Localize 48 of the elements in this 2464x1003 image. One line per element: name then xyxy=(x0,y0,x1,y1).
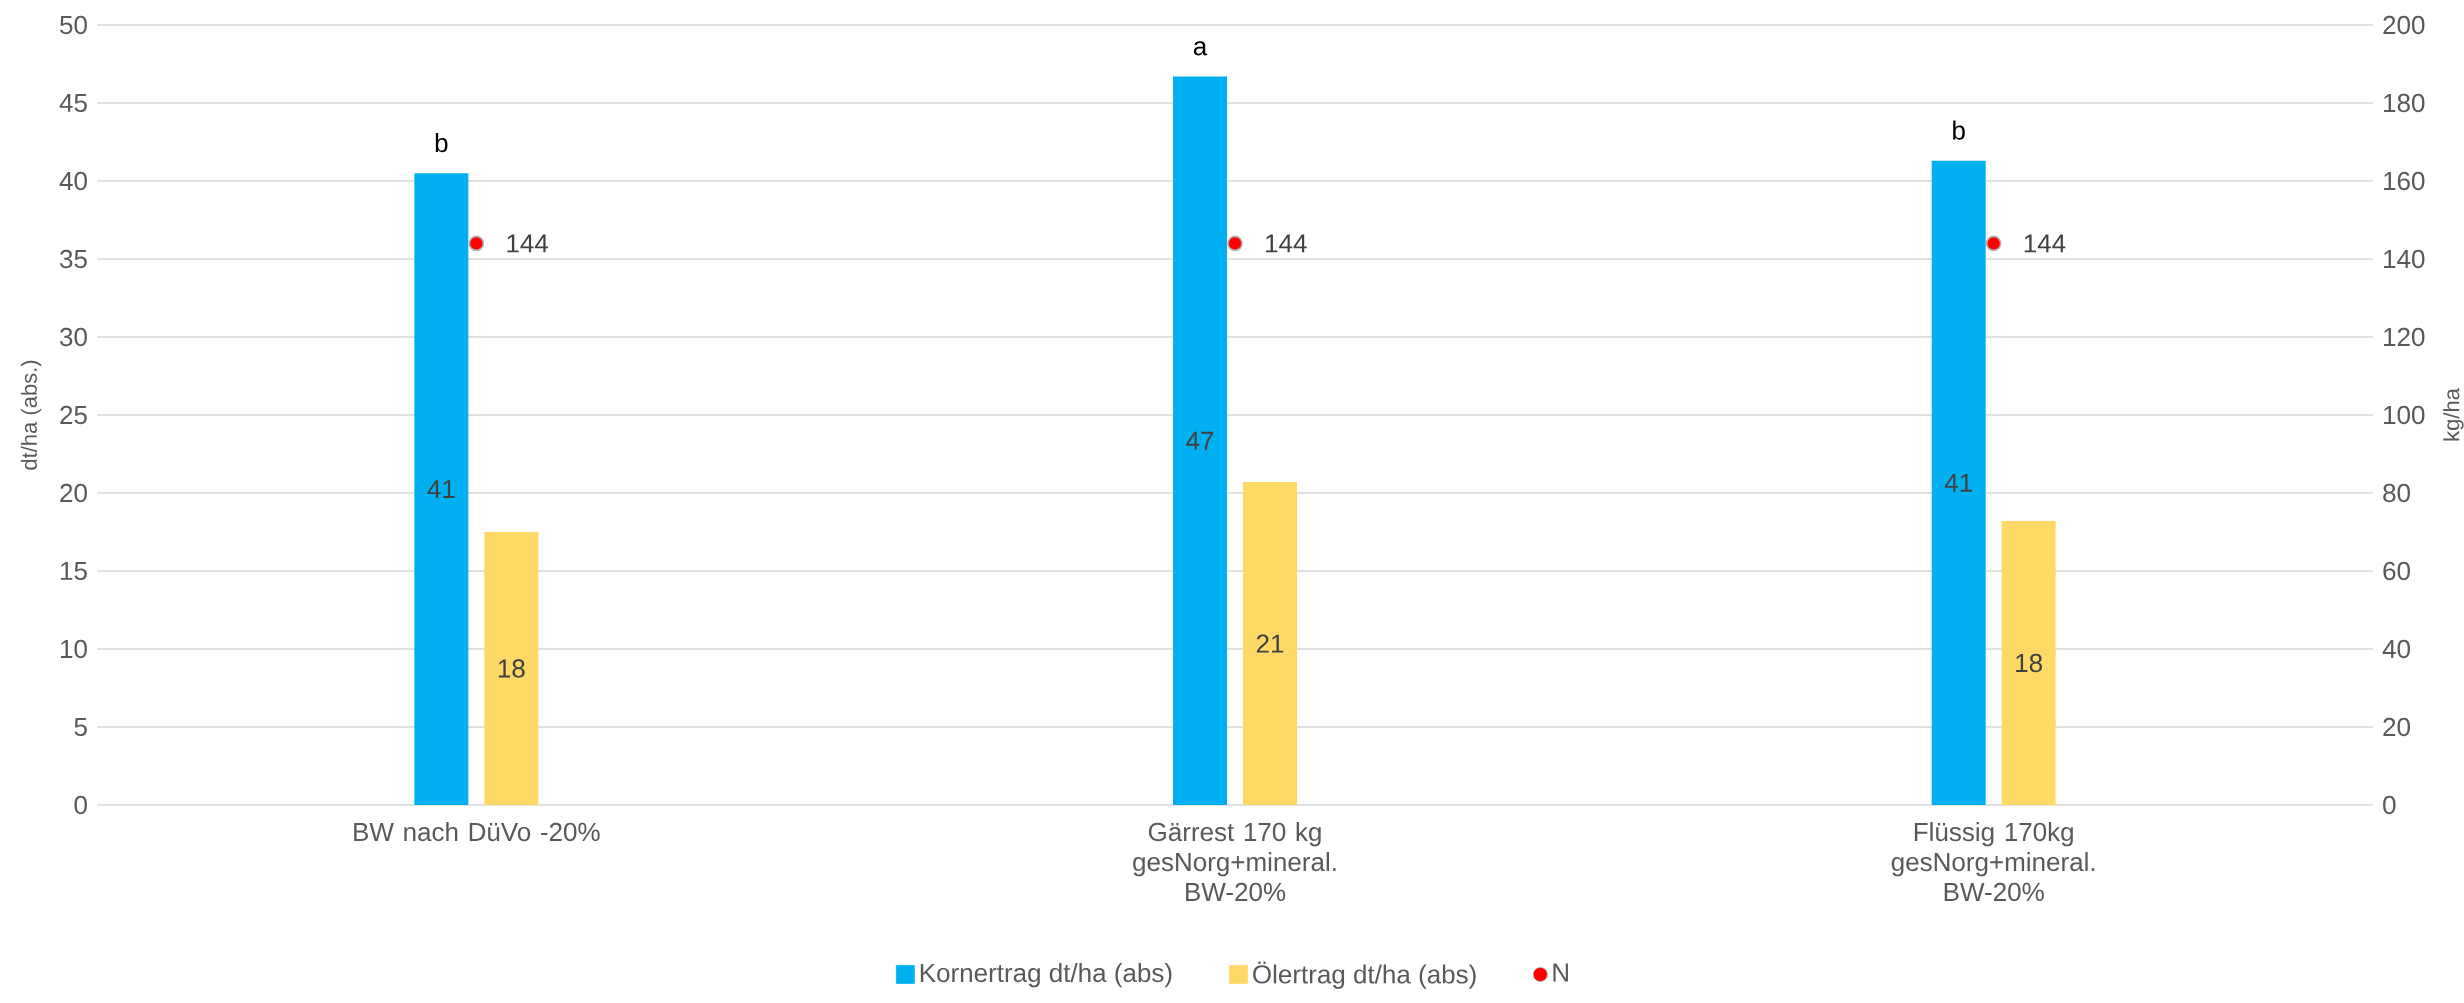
y2-tick-label: 160 xyxy=(2384,171,2425,191)
legend-label: Ölertrag dt/ha (abs) xyxy=(1253,961,1476,989)
legend-label: N xyxy=(1553,963,1568,982)
y-tick-label: 10 xyxy=(61,639,87,659)
data-label: 144 xyxy=(507,234,549,253)
y-tick-label: 25 xyxy=(60,405,87,425)
y2-tick-label: 40 xyxy=(2382,639,2410,659)
annotation: b xyxy=(435,133,448,153)
y2-tick-label: 180 xyxy=(2384,93,2425,113)
y2-tick-label: 120 xyxy=(2384,327,2425,347)
y2-tick-label: 80 xyxy=(2383,483,2410,503)
y-tick-label: 5 xyxy=(74,717,87,737)
bar xyxy=(484,532,539,805)
data-label: 47 xyxy=(1186,431,1214,450)
y-tick-label: 40 xyxy=(59,171,87,191)
bar xyxy=(414,173,469,805)
y2-tick-label: 60 xyxy=(2383,561,2410,581)
y2-axis-title: kg/ha xyxy=(2443,388,2464,441)
data-label: 21 xyxy=(1256,634,1284,653)
data-label: 41 xyxy=(1944,473,1972,492)
x-tick-label: Gärrest 170 kg gesNorg+mineral. BW-20% xyxy=(1133,822,1336,902)
y-tick-label: 15 xyxy=(61,561,87,581)
y-tick-label: 45 xyxy=(59,93,87,113)
legend-label: Kornertrag dt/ha (abs) xyxy=(920,963,1172,988)
x-tick-label: Flüssig 170kg gesNorg+mineral. BW-20% xyxy=(1891,822,2095,902)
annotation: b xyxy=(1953,120,1965,140)
data-label: 144 xyxy=(2024,234,2066,253)
y2-tick-label: 100 xyxy=(2384,405,2425,425)
data-label: 18 xyxy=(498,659,525,678)
data-label: 18 xyxy=(2016,653,2043,673)
x-tick-label: BW nach DüVo -20% xyxy=(354,822,600,842)
y-axis-title: dt/ha (abs.) xyxy=(20,360,42,470)
bar xyxy=(1173,76,1228,805)
y2-tick-label: 20 xyxy=(2383,717,2410,737)
data-label: 41 xyxy=(427,480,455,499)
bar xyxy=(2001,521,2056,805)
y-tick-label: 20 xyxy=(60,483,87,503)
bar xyxy=(1243,482,1298,805)
data-label: 144 xyxy=(1266,234,1307,253)
y-tick-label: 30 xyxy=(60,327,87,347)
y2-tick-label: 0 xyxy=(2383,795,2396,815)
y2-tick-label: 140 xyxy=(2384,249,2425,269)
bar xyxy=(1931,160,1986,805)
annotation: a xyxy=(1193,41,1208,56)
y2-tick-label: 200 xyxy=(2383,15,2425,35)
y-tick-label: 35 xyxy=(60,249,87,269)
y-tick-label: 0 xyxy=(74,795,87,815)
y-tick-label: 50 xyxy=(60,15,87,35)
